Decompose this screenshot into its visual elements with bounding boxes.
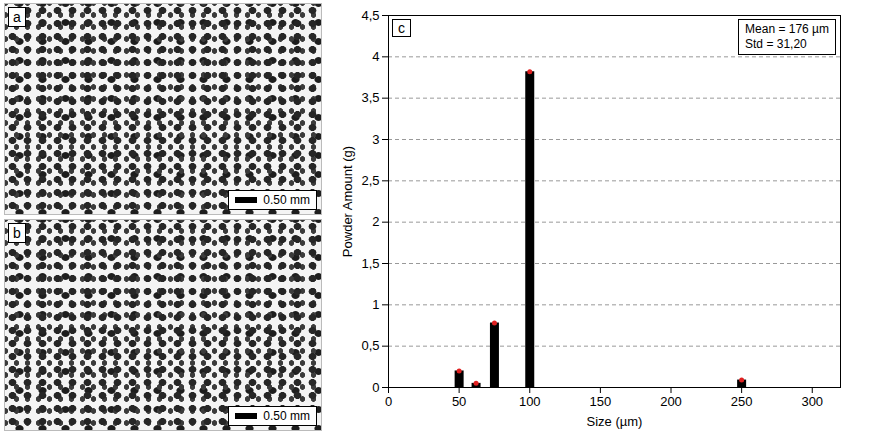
svg-text:50: 50 [452,394,466,409]
svg-text:4: 4 [372,49,379,64]
svg-text:300: 300 [801,394,823,409]
svg-text:3,5: 3,5 [361,90,379,105]
svg-text:1: 1 [372,297,379,312]
svg-text:Size (µm): Size (µm) [587,414,643,429]
svg-text:0: 0 [385,394,392,409]
svg-text:4,5: 4,5 [361,8,379,23]
svg-text:100: 100 [519,394,541,409]
svg-text:2,5: 2,5 [361,173,379,188]
html-text:Mean = 176 µm: Mean = 176 µm [745,22,829,36]
svg-text:0,5: 0,5 [361,338,379,353]
svg-text:250: 250 [731,394,753,409]
svg-text:2: 2 [372,214,379,229]
html-text:0.50 mm: 0.50 mm [263,193,310,207]
html-text:0.50 mm: 0.50 mm [263,409,310,423]
svg-text:0: 0 [372,380,379,395]
html-text:c: c [398,20,405,36]
html-text:b: b [13,225,21,241]
html-text:a: a [13,9,21,25]
svg-text:Powder Amount (g): Powder Amount (g) [340,146,355,257]
svg-text:1,5: 1,5 [361,256,379,271]
svg-text:150: 150 [590,394,612,409]
html-text:Std = 31,20: Std = 31,20 [745,37,807,51]
svg-text:200: 200 [660,394,682,409]
svg-text:3: 3 [372,132,379,147]
